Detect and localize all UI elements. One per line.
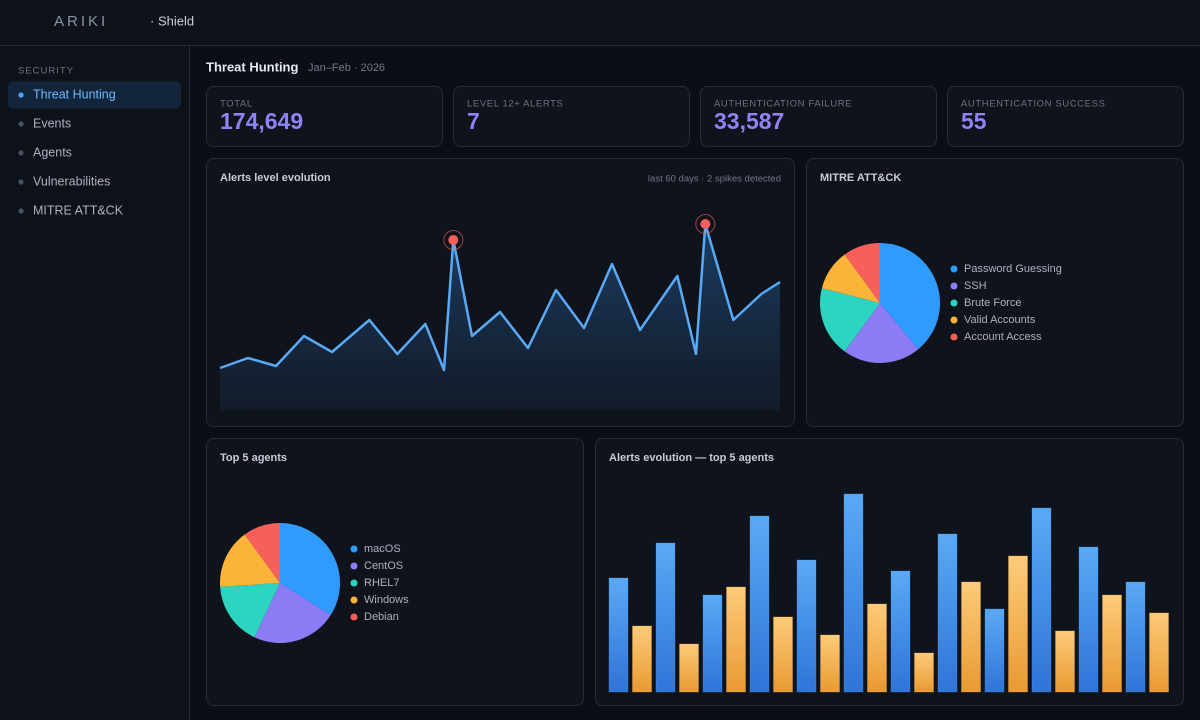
bar [984, 608, 1005, 693]
pie-slice [280, 523, 340, 616]
spike-marker [448, 235, 459, 245]
bar [1078, 546, 1099, 693]
bar [843, 493, 864, 693]
bar [773, 616, 793, 693]
kpi-card [453, 86, 690, 147]
kpi-card [206, 86, 443, 147]
bar [1125, 581, 1146, 693]
page-title: Threat Hunting [206, 59, 298, 74]
bar [749, 515, 770, 693]
pie-slice [220, 534, 280, 587]
nav-item[interactable]: Threat Hunting [33, 87, 116, 101]
bar [1031, 507, 1052, 693]
topbar [0, 0, 1200, 45]
kpi-value: 7 [467, 108, 480, 134]
bar [679, 643, 699, 693]
nav-dot [18, 179, 24, 185]
panel-title: Alerts level evolution [220, 172, 331, 184]
bar [655, 542, 676, 693]
bar [1149, 612, 1169, 693]
kpi-value: 174,649 [220, 108, 303, 134]
bar [632, 625, 652, 693]
legend-label: Account Access [964, 331, 1042, 343]
bar [961, 581, 981, 693]
nav-dot [18, 92, 24, 98]
legend-label: Brute Force [964, 297, 1021, 309]
pie-slice [844, 303, 919, 363]
sidebar [0, 46, 189, 720]
kpi-card [700, 86, 937, 147]
nav-active-bg [8, 81, 181, 109]
product: · Shield [150, 13, 194, 28]
bar [1102, 594, 1122, 693]
kpi-value: 55 [961, 108, 987, 134]
legend-dot [350, 613, 358, 621]
pie-slice [220, 583, 280, 638]
bar [820, 634, 840, 693]
spike-marker [700, 219, 711, 229]
legend-label: CentOS [364, 560, 403, 572]
kpi-label: AUTHENTICATION SUCCESS [961, 99, 1105, 110]
bar [702, 594, 723, 693]
kpi-label: LEVEL 12+ ALERTS [467, 99, 563, 110]
legend-label: SSH [964, 280, 987, 292]
legend-label: Password Guessing [964, 263, 1062, 275]
kpi-card [947, 86, 1184, 147]
pie-slice [821, 254, 880, 303]
sidebar-section: SECURITY [18, 66, 74, 77]
panel-title: MITRE ATT&CK [820, 172, 901, 184]
legend-dot [950, 282, 958, 290]
legend-label: RHEL7 [364, 577, 399, 589]
nav-item[interactable]: Agents [33, 145, 72, 159]
legend-dot [350, 579, 358, 587]
nav-item[interactable]: Vulnerabilities [33, 174, 110, 188]
nav-dot [18, 121, 24, 127]
legend-dot [950, 265, 958, 273]
legend-label: Debian [364, 611, 399, 623]
pie-slice [880, 243, 941, 350]
legend-label: Valid Accounts [964, 314, 1036, 326]
bar [726, 586, 746, 693]
kpi-label: TOTAL [220, 99, 253, 110]
legend-dot [950, 333, 958, 341]
legend-dot [350, 545, 358, 553]
legend-dot [950, 316, 958, 324]
pie-slice [844, 243, 880, 303]
spike-ring [443, 230, 464, 250]
legend-label: macOS [364, 543, 401, 555]
panel-subtitle: last 60 days · 2 spikes detected [648, 174, 781, 185]
legend-dot [350, 596, 358, 604]
legend-dot [950, 299, 958, 307]
bar [1008, 555, 1028, 693]
line-area [220, 224, 780, 410]
pie-slice [254, 583, 331, 643]
bar [937, 533, 958, 693]
kpi-value: 33,587 [714, 108, 784, 134]
bar [608, 577, 629, 693]
nav-item[interactable]: MITRE ATT&CK [33, 203, 124, 217]
panel-title: Alerts evolution — top 5 agents [609, 452, 774, 464]
nav-dot [18, 208, 24, 214]
page-subtitle: Jan–Feb · 2026 [308, 62, 385, 74]
bar [890, 570, 911, 693]
logo: ARIKI [54, 13, 108, 30]
panel [806, 158, 1184, 427]
pie-slice [244, 523, 280, 583]
legend-label: Windows [364, 594, 409, 606]
bar [914, 652, 934, 693]
nav-item[interactable]: Events [33, 116, 71, 130]
spike-ring [695, 214, 716, 234]
legend-dot [350, 562, 358, 570]
kpi-label: AUTHENTICATION FAILURE [714, 99, 852, 110]
bar [1055, 630, 1075, 693]
bar [796, 559, 817, 693]
pie-slice [820, 288, 880, 352]
line [219, 222, 781, 372]
bar [867, 603, 887, 693]
panel-title: Top 5 agents [220, 452, 287, 464]
nav-dot [18, 150, 24, 156]
